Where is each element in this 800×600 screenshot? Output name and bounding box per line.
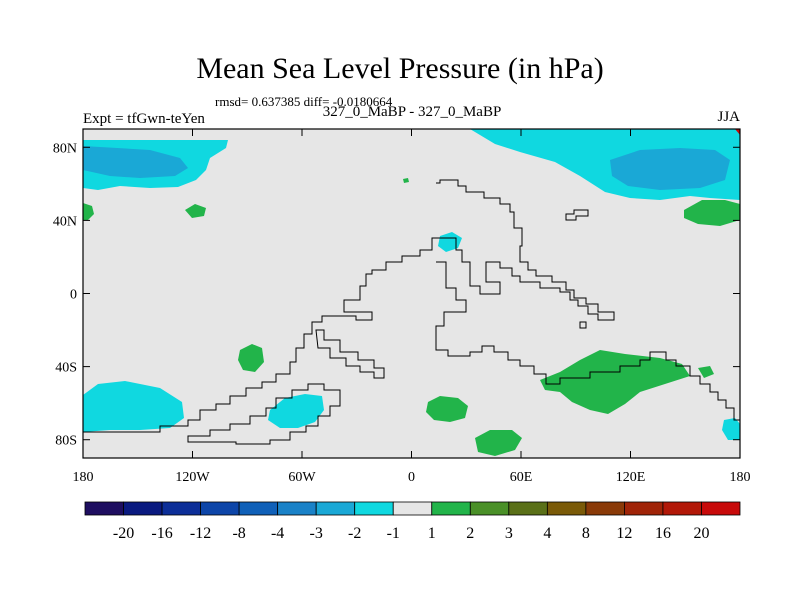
colorbar-swatch — [662, 501, 702, 516]
colorbar-label: -20 — [113, 525, 134, 542]
colorbar-swatch — [546, 501, 587, 516]
anomaly-region-southeast-atlantic — [426, 396, 468, 422]
colorbar-swatch — [161, 501, 201, 516]
colorbar-label: 16 — [655, 525, 671, 542]
colorbar-label: 3 — [505, 525, 513, 542]
comparison-label: 327_0_MaBP - 327_0_MaBP — [322, 104, 502, 120]
coastline-island-east — [565, 209, 589, 221]
colorbar-swatch — [354, 501, 394, 516]
x-tick-label: 60W — [288, 470, 316, 485]
y-tick-label: 80S — [55, 434, 77, 449]
colorbar-label: 1 — [428, 525, 436, 542]
colorbar-swatch — [84, 501, 124, 516]
x-tick-label: 120W — [175, 470, 210, 485]
y-tick-label: 0 — [70, 288, 77, 303]
colorbar: -20 -16 -12 -8 -4 -3 -2 -1 1 2 3 4 8 12 16 20 — [84, 501, 741, 542]
colorbar-label: 12 — [616, 525, 632, 542]
coastline-southern-arc — [187, 383, 341, 445]
colorbar-swatch — [392, 501, 433, 516]
colorbar-swatch — [624, 501, 664, 516]
colorbar-label: 20 — [693, 525, 709, 542]
coastline-continent-north — [83, 179, 615, 433]
colorbar-label: -1 — [387, 525, 400, 542]
coastline-island-small — [579, 321, 587, 329]
coastline-eastern-block — [435, 261, 740, 421]
chart-title: Mean Sea Level Pressure (in hPa) — [196, 52, 604, 85]
anomaly-region-west-edge — [83, 203, 94, 220]
anomaly-region-indian-ocean — [540, 350, 690, 414]
colorbar-swatch — [238, 501, 279, 516]
colorbar-label: -2 — [348, 525, 361, 542]
colorbar-swatch — [701, 501, 741, 516]
anomaly-region-north-pacific-inner — [83, 146, 188, 178]
anomaly-region-east-south-pacific — [698, 366, 714, 378]
x-tick-label: 120E — [616, 470, 646, 485]
anomaly-region-north-pacific-east — [684, 200, 740, 226]
anomaly-region-north-atlantic — [185, 204, 206, 218]
colorbar-label: -16 — [151, 525, 172, 542]
stats-label: rmsd= 0.637385 diff= -0.0180664 — [215, 94, 393, 109]
colorbar-label: 8 — [582, 525, 590, 542]
season-label: JJA — [717, 109, 740, 125]
x-tick-label: 180 — [730, 470, 751, 485]
anomaly-region-south-pacific — [83, 381, 184, 432]
y-tick-label: 40N — [53, 214, 77, 229]
colorbar-label: -4 — [271, 525, 284, 542]
colorbar-swatch — [469, 501, 510, 516]
x-axis: 180 120W 60W 0 60E 120E 180 — [73, 129, 751, 485]
x-tick-label: 0 — [408, 470, 415, 485]
anomaly-region-southern-africa — [475, 430, 522, 456]
y-axis: 80N 40N 0 40S 80S — [53, 141, 740, 449]
anomaly-region-arctic-positive — [735, 129, 740, 135]
experiment-label: Expt = tfGwn-teYen — [83, 111, 205, 127]
anomaly-region-southeast-pacific — [238, 344, 264, 372]
colorbar-label: 2 — [466, 525, 474, 542]
y-tick-label: 40S — [55, 361, 77, 376]
colorbar-swatch — [200, 501, 240, 516]
anomaly-fields — [83, 129, 740, 456]
anomaly-region-south-atlantic — [268, 394, 324, 428]
colorbar-swatch — [123, 501, 163, 516]
colorbar-label: -3 — [310, 525, 323, 542]
x-tick-label: 60E — [510, 470, 533, 485]
x-tick-label: 180 — [73, 470, 94, 485]
coastlines — [83, 179, 740, 445]
anomaly-region-east-edge — [722, 418, 740, 440]
colorbar-label: -8 — [232, 525, 245, 542]
colorbar-swatch — [431, 501, 471, 516]
anomaly-region-siberia-inner — [610, 148, 730, 190]
y-tick-label: 80N — [53, 141, 77, 156]
colorbar-label: -12 — [190, 525, 211, 542]
coastline-interior-inlet — [315, 329, 385, 379]
colorbar-swatch — [508, 501, 548, 516]
colorbar-swatch — [315, 501, 356, 516]
colorbar-label: 4 — [543, 525, 551, 542]
colorbar-swatch — [277, 501, 317, 516]
colorbar-swatch — [585, 501, 625, 516]
anomaly-region-small-dot — [403, 178, 409, 183]
